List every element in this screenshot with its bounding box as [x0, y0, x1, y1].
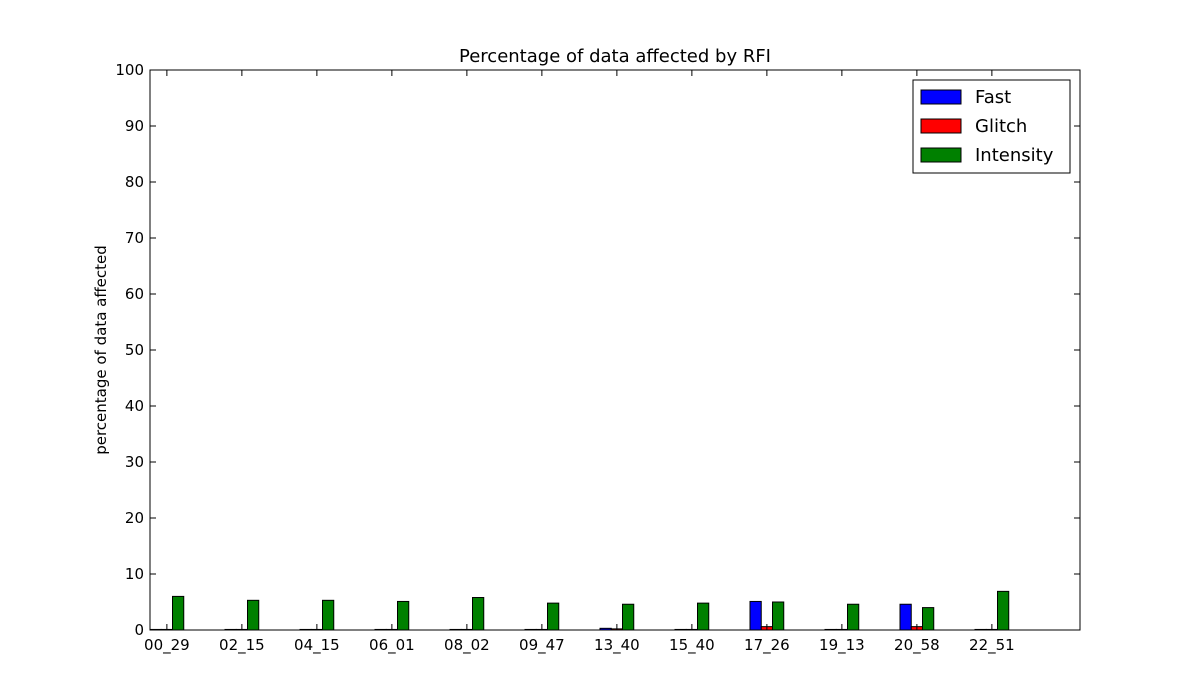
legend: Fast Glitch Intensity — [912, 79, 1071, 174]
y-tick-label: 60 — [125, 285, 144, 303]
legend-swatch-fast — [920, 89, 962, 105]
y-ticks-group: 0 10 20 30 40 50 60 70 80 90 100 — [115, 61, 1080, 639]
bar-intensity-08_02 — [472, 597, 485, 631]
bar-intensity-02_15 — [247, 599, 260, 631]
y-tick-label: 20 — [125, 509, 144, 527]
y-tick-label: 90 — [125, 117, 144, 135]
x-tick-label: 22_51 — [969, 636, 1015, 655]
bar-intensity-15_40 — [697, 602, 710, 631]
y-tick-label: 70 — [125, 229, 144, 247]
legend-swatch-glitch — [920, 118, 962, 134]
legend-swatch-intensity — [920, 147, 962, 163]
x-tick-label: 08_02 — [444, 636, 490, 655]
x-tick-label: 04_15 — [294, 636, 340, 655]
x-tick-label: 20_58 — [894, 636, 940, 655]
x-tick-label: 13_40 — [594, 636, 640, 655]
bar-intensity-06_01 — [397, 600, 410, 631]
x-tick-label: 02_15 — [219, 636, 265, 655]
legend-label-glitch: Glitch — [975, 116, 1027, 137]
legend-label-intensity: Intensity — [975, 145, 1054, 166]
bar-intensity-04_15 — [322, 599, 335, 631]
bar-intensity-17_26 — [772, 601, 785, 631]
y-tick-label: 80 — [125, 173, 144, 191]
bar-fast-20_58 — [899, 603, 912, 631]
bar-intensity-00_29 — [172, 595, 185, 631]
legend-label-fast: Fast — [975, 87, 1011, 108]
x-tick-label: 15_40 — [669, 636, 715, 655]
x-tick-label: 19_13 — [819, 636, 865, 655]
y-tick-label: 30 — [125, 453, 144, 471]
x-tick-label: 00_29 — [144, 636, 190, 655]
y-tick-label: 10 — [125, 565, 144, 583]
y-axis-label: percentage of data affected — [92, 245, 110, 455]
bar-intensity-09_47 — [547, 602, 560, 631]
x-tick-label: 09_47 — [519, 636, 565, 655]
x-tick-label: 17_26 — [744, 636, 790, 655]
bar-intensity-19_13 — [847, 603, 860, 631]
chart-title: Percentage of data affected by RFI — [459, 46, 771, 67]
y-tick-label: 40 — [125, 397, 144, 415]
y-tick-label: 100 — [115, 61, 144, 79]
bar-intensity-13_40 — [622, 603, 635, 631]
plot-frame — [149, 69, 1081, 631]
bar-intensity-22_51 — [997, 590, 1010, 631]
bar-intensity-20_58 — [922, 607, 935, 631]
x-ticks-group: 00_29 02_15 04_15 06_01 08_02 09_47 13_40 15_40… — [144, 70, 1015, 655]
bar-fast-17_26 — [749, 600, 762, 631]
x-tick-label: 06_01 — [369, 636, 415, 655]
y-tick-label: 0 — [134, 621, 144, 639]
y-tick-label: 50 — [125, 341, 144, 359]
